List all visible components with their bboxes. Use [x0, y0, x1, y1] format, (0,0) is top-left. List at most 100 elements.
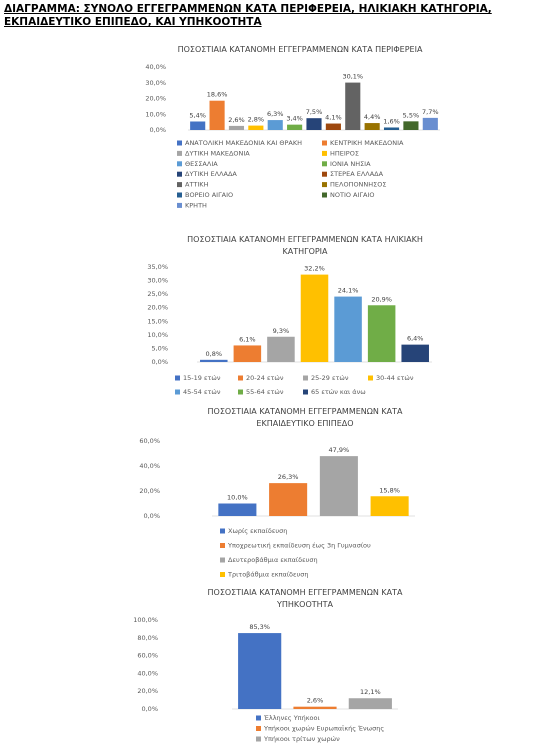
legend-label: Υπήκοοι τρίτων χωρών	[263, 735, 340, 743]
value-label: 6,3%	[267, 110, 284, 118]
legend-swatch	[322, 161, 327, 167]
legend-label: ΗΠΕΙΡΟΣ	[330, 149, 359, 157]
bar	[233, 345, 262, 362]
bar	[383, 127, 400, 130]
legend-swatch	[238, 389, 243, 395]
bar	[248, 125, 264, 130]
legend-label: Δευτεροβάθμια εκπαίδευση	[228, 556, 318, 564]
legend-swatch	[220, 528, 225, 534]
bar	[403, 121, 419, 130]
y-tick-label: 35,0%	[147, 263, 168, 271]
bar	[200, 359, 228, 362]
value-label: 5,4%	[189, 111, 206, 119]
legend-label: 15-19 ετών	[183, 374, 221, 382]
value-label: 3,4%	[286, 115, 303, 123]
value-label: 7,7%	[422, 108, 439, 116]
legend-label: ΑΤΤΙΚΗ	[185, 181, 209, 189]
legend-label: Τριτοβάθμια εκπαίδευση	[227, 571, 309, 579]
legend-swatch	[220, 543, 225, 548]
bar	[345, 82, 361, 130]
chart-title: ΠΟΣΟΣΤΙΑΙΑ ΚΑΤΑΝΟΜΗ ΕΓΓΕΓΡΑΜΜΕΝΩΝ ΚΑΤΑ Π…	[177, 45, 423, 54]
y-tick-label: 5,0%	[151, 344, 168, 352]
legend-swatch	[220, 557, 225, 563]
value-label: 26,3%	[278, 473, 299, 481]
legend-swatch	[322, 171, 327, 177]
y-tick-label: 10,0%	[147, 331, 168, 339]
y-tick-label: 60,0%	[139, 437, 160, 445]
y-tick-label: 0,0%	[143, 512, 160, 520]
y-tick-label: 20,0%	[145, 95, 166, 103]
legend-label: 30-44 ετών	[376, 374, 414, 382]
legend-label: Χωρίς εκπαίδευση	[228, 527, 287, 535]
legend-swatch	[303, 375, 308, 381]
value-label: 2,6%	[307, 697, 324, 705]
value-label: 47,9%	[329, 446, 350, 454]
bar	[300, 274, 329, 362]
legend-label: 25-29 ετών	[311, 374, 349, 382]
value-label: 4,4%	[364, 113, 381, 121]
value-label: 12,1%	[360, 688, 381, 696]
value-label: 1,6%	[383, 117, 400, 125]
legend-swatch	[322, 192, 327, 198]
y-tick-label: 20,0%	[139, 487, 160, 495]
chart-title: ΠΟΣΟΣΤΙΑΙΑ ΚΑΤΑΝΟΜΗ ΕΓΓΕΓΡΑΜΜΕΝΩΝ ΚΑΤΑ Υ…	[207, 588, 403, 609]
legend-swatch	[177, 202, 182, 208]
bar	[218, 503, 257, 516]
value-label: 20,9%	[371, 295, 392, 303]
legend-label: ΔΥΤΙΚΗ ΜΑΚΕΔΟΝΙΑ	[185, 149, 250, 157]
legend-swatch	[368, 375, 373, 381]
legend-swatch	[177, 150, 182, 156]
legend-swatch	[220, 572, 225, 577]
legend-swatch	[175, 375, 180, 381]
bar	[325, 123, 341, 130]
bar	[364, 123, 380, 130]
legend-label: ΙΟΝΙΑ ΝΗΣΙΑ	[330, 160, 371, 168]
document-title: ΔΙΑΓΡΑΜΜΑ: ΣΥΝΟΛΟ ΕΓΓΕΓΡΑΜΜΕΝΩΝ ΚΑΤΑ ΠΕΡ…	[4, 3, 492, 28]
value-label: 0,8%	[206, 350, 223, 358]
legend-swatch	[303, 389, 308, 395]
bar	[334, 296, 362, 362]
y-tick-label: 80,0%	[137, 634, 158, 642]
chart-title: ΠΟΣΟΣΤΙΑΙΑ ΚΑΤΑΝΟΜΗ ΕΓΓΕΓΡΑΜΜΕΝΩΝ ΚΑΤΑ Ε…	[207, 407, 403, 428]
y-tick-label: 20,0%	[137, 687, 158, 695]
legend-label: ΠΕΛΟΠΟΝΝΗΣΟΣ	[330, 181, 387, 189]
bar	[228, 125, 245, 130]
legend-swatch	[177, 182, 182, 188]
value-label: 24,1%	[338, 287, 359, 295]
legend-label: ΚΕΝΤΡΙΚΗ ΜΑΚΕΔΟΝΙΑ	[330, 139, 404, 147]
y-tick-label: 10,0%	[145, 110, 166, 118]
bar	[190, 121, 206, 130]
legend-swatch	[322, 150, 327, 156]
y-tick-label: 40,0%	[137, 669, 158, 677]
legend-label: ΘΕΣΣΑΛΙΑ	[185, 160, 218, 168]
y-tick-label: 15,0%	[147, 317, 168, 325]
legend-swatch	[177, 140, 182, 146]
y-tick-label: 0,0%	[141, 705, 158, 713]
bar	[267, 336, 295, 362]
value-label: 4,1%	[325, 114, 342, 122]
bar	[348, 698, 392, 709]
legend-swatch	[322, 182, 327, 188]
y-tick-label: 100,0%	[133, 616, 158, 624]
value-label: 2,8%	[248, 116, 265, 124]
legend-label: 45-54 ετών	[183, 388, 221, 396]
y-tick-label: 20,0%	[147, 304, 168, 312]
legend-label: Υπήκοοι χωρών Ευρωπαϊκής Ένωσης	[263, 725, 384, 733]
value-label: 9,3%	[273, 327, 290, 335]
value-label: 32,2%	[304, 265, 325, 273]
legend-swatch	[256, 715, 261, 721]
y-tick-label: 40,0%	[139, 462, 160, 470]
legend-label: Υποχρεωτική εκπαίδευση έως 3η Γυμνασίου	[227, 542, 371, 550]
legend-label: ΒΟΡΕΙΟ ΑΙΓΑΙΟ	[185, 191, 233, 199]
legend-swatch	[322, 140, 327, 146]
legend-swatch	[238, 375, 243, 381]
legend-label: 55-64 ετών	[246, 388, 284, 396]
value-label: 10,0%	[227, 494, 248, 502]
value-label: 85,3%	[249, 623, 270, 631]
bar	[287, 124, 303, 130]
value-label: 6,4%	[407, 335, 424, 343]
legend-swatch	[175, 389, 180, 395]
legend-swatch	[177, 161, 182, 167]
